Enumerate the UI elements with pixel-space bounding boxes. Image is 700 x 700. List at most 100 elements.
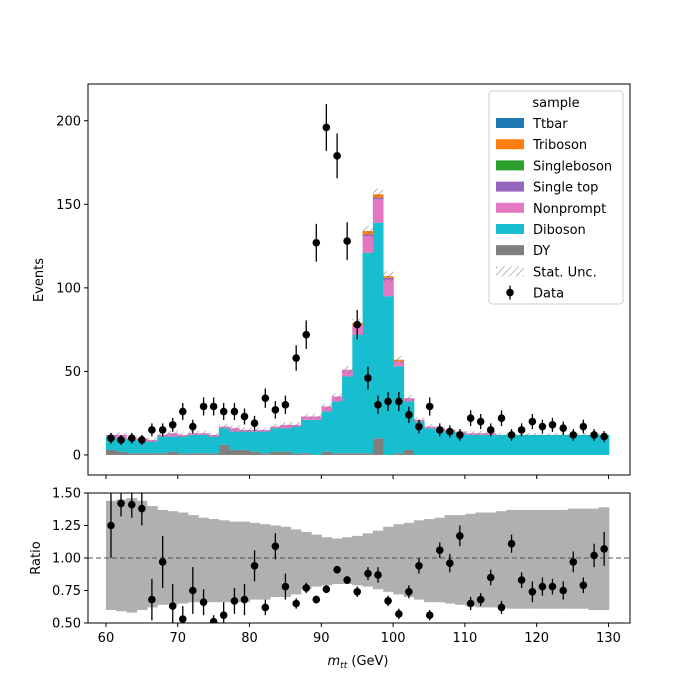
ratio-band-23	[342, 537, 353, 584]
stat-unc-31	[424, 424, 435, 429]
ratio-point-22	[333, 565, 341, 574]
ratio-point-48	[600, 545, 608, 553]
bar-dy-18	[290, 453, 302, 455]
stat-unc-17	[280, 422, 291, 428]
data-point-0	[107, 434, 115, 443]
bar-dy-25	[362, 453, 374, 455]
data-point-12	[230, 407, 239, 416]
ratio-band-31	[424, 519, 435, 603]
ratio-point-12	[230, 597, 239, 605]
stat-unc-25	[362, 225, 373, 237]
stat-unc-23	[342, 366, 353, 374]
bar-diboson-35	[465, 434, 476, 455]
bar-diboson-19	[300, 419, 312, 454]
data-point-33	[446, 427, 454, 436]
bar-diboson-11	[218, 428, 230, 445]
ratio-point-44	[559, 586, 568, 595]
bar-dy-10	[208, 453, 220, 455]
ratio-band-24	[352, 535, 363, 586]
bar-dy-16	[270, 451, 281, 455]
data-point-25	[364, 374, 372, 382]
ratio-point-36	[476, 595, 485, 604]
bar-diboson-36	[475, 434, 487, 455]
bar-dy-7	[177, 453, 189, 455]
legend-swatch-triboson	[496, 139, 524, 150]
bar-diboson-14	[249, 431, 261, 452]
ratio-band-36	[475, 512, 487, 608]
upper-y-axis-label: Events	[32, 258, 47, 302]
upper-ytick-label: 50	[64, 365, 81, 380]
legend-swatch-singleboson	[496, 160, 524, 171]
ratio-point-16	[271, 542, 280, 551]
data-point-45	[569, 431, 578, 439]
data-point-32	[435, 426, 444, 434]
ratio-band-17	[280, 526, 292, 597]
data-point-4	[148, 426, 156, 434]
bar-dy-4	[147, 453, 158, 455]
bar-dy-24	[352, 453, 363, 455]
legend-swatch-stat-unc	[496, 266, 524, 277]
ratio-band-20	[311, 534, 322, 587]
ratio-point-18	[292, 599, 300, 608]
data-point-42	[538, 422, 547, 431]
stat-unc-4	[147, 437, 158, 443]
legend-label: Triboson	[532, 138, 587, 153]
bar-diboson-37	[485, 434, 497, 455]
bar-diboson-44	[557, 434, 569, 455]
data-point-14	[250, 419, 259, 428]
ratio-band-1	[116, 499, 127, 612]
upper-ytick-label: 100	[56, 281, 81, 296]
ratio-point-6	[168, 602, 177, 610]
data-point-41	[528, 417, 537, 426]
lower-ytick-label: 1.25	[52, 519, 81, 534]
legend-label: Diboson	[533, 223, 586, 238]
bar-diboson-26	[372, 222, 384, 439]
legend-swatch-single-top	[496, 181, 524, 192]
stat-unc-11	[218, 423, 230, 430]
ratio-point-25	[364, 569, 372, 578]
ratio-point-20	[312, 595, 321, 604]
ratio-point-47	[590, 551, 598, 560]
bar-diboson-42	[537, 434, 548, 455]
ratio-band-44	[557, 509, 569, 609]
ratio-point-32	[435, 546, 444, 554]
ratio-point-31	[425, 611, 434, 619]
ratio-point-46	[579, 581, 588, 590]
lower-xtick-label: 130	[596, 631, 621, 646]
data-point-5	[158, 426, 167, 434]
bar-dy-14	[249, 451, 261, 455]
data-point-44	[559, 424, 568, 433]
ratio-point-11	[219, 611, 228, 619]
bar-diboson-27	[383, 296, 394, 455]
upper-x-ticks	[105, 475, 609, 479]
bar-diboson-6	[167, 436, 179, 452]
legend-title: sample	[532, 96, 579, 111]
bar-diboson-45	[567, 434, 579, 455]
ratio-band-42	[537, 509, 548, 609]
bar-diboson-34	[454, 433, 466, 455]
bar-nonprompt-26	[372, 199, 384, 223]
lower-ytick-label: 1.50	[52, 487, 81, 502]
data-point-39	[507, 431, 516, 439]
legend-label: Ttbar	[532, 117, 568, 132]
data-point-46	[579, 422, 588, 431]
ratio-point-17	[281, 582, 290, 591]
bar-dy-6	[167, 451, 179, 455]
bar-diboson-20	[311, 419, 322, 455]
ratio-band-16	[270, 525, 281, 597]
bar-dy-28	[393, 453, 405, 455]
data-point-34	[456, 431, 464, 439]
bar-diboson-23	[342, 376, 353, 454]
stat-unc-19	[300, 413, 312, 420]
bar-dy-26	[372, 438, 384, 455]
bar-diboson-32	[434, 429, 446, 455]
lower-x-ticks: 60 70 80 90 100 110 120 130	[98, 623, 621, 646]
data-point-38	[497, 414, 506, 422]
upper-ytick-label: 150	[56, 198, 81, 213]
data-point-29	[405, 411, 413, 419]
stat-unc-20	[311, 413, 322, 420]
ratio-point-7	[178, 615, 187, 623]
bar-dy-12	[229, 449, 240, 455]
bar-diboson-21	[321, 411, 333, 452]
legend-label: Singleboson	[533, 159, 612, 174]
